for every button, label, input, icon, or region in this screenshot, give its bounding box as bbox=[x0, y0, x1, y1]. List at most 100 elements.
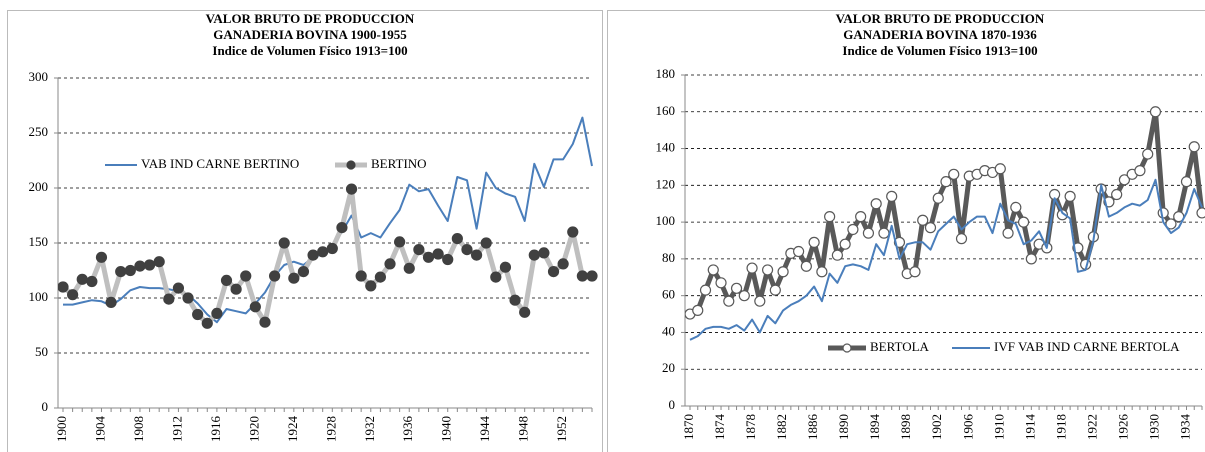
data-point bbox=[509, 294, 521, 306]
x-tick-label: 1930 bbox=[1146, 414, 1161, 440]
legend-marker bbox=[842, 343, 852, 353]
data-point bbox=[192, 308, 204, 321]
data-point bbox=[862, 227, 875, 239]
data-point bbox=[547, 266, 560, 278]
data-point bbox=[413, 244, 425, 256]
x-tick-label: 1898 bbox=[898, 414, 913, 440]
data-point bbox=[442, 253, 454, 266]
chart-title: Indice de Volumen Físico 1913=100 bbox=[212, 43, 407, 58]
data-point bbox=[855, 210, 867, 223]
x-tick-label: 1900 bbox=[54, 416, 69, 442]
x-tick-label: 1918 bbox=[1053, 414, 1068, 440]
data-point bbox=[240, 270, 252, 282]
data-point bbox=[403, 262, 415, 274]
x-tick-label: 1926 bbox=[1115, 414, 1130, 441]
y-tick-label: 50 bbox=[35, 344, 48, 359]
legend-label: VAB IND CARNE BERTINO bbox=[141, 156, 299, 171]
data-point bbox=[715, 277, 727, 289]
data-point bbox=[124, 264, 136, 277]
data-point bbox=[58, 281, 69, 293]
y-tick-label: 0 bbox=[669, 397, 676, 412]
data-point bbox=[754, 295, 766, 307]
data-point bbox=[777, 266, 789, 278]
data-point bbox=[800, 260, 812, 272]
data-point bbox=[940, 176, 952, 188]
data-point bbox=[86, 275, 98, 288]
data-point bbox=[1142, 148, 1154, 160]
data-point bbox=[692, 304, 704, 316]
x-tick-label: 1894 bbox=[867, 414, 882, 441]
chart-frame bbox=[607, 10, 1205, 452]
data-point bbox=[278, 237, 290, 249]
data-point bbox=[1056, 209, 1068, 221]
y-tick-label: 180 bbox=[656, 66, 676, 81]
y-tick-label: 140 bbox=[656, 140, 676, 155]
legend-label: BERTOLA bbox=[870, 339, 930, 354]
data-point bbox=[499, 261, 512, 273]
y-tick-label: 160 bbox=[656, 103, 676, 118]
data-point bbox=[528, 249, 540, 261]
x-tick-label: 1908 bbox=[131, 416, 146, 442]
series-line bbox=[688, 109, 1205, 317]
data-point bbox=[182, 292, 194, 304]
data-point bbox=[345, 183, 358, 195]
data-point bbox=[557, 258, 569, 270]
x-tick-label: 1882 bbox=[774, 414, 789, 440]
y-tick-label: 20 bbox=[662, 360, 675, 375]
data-point bbox=[1134, 165, 1146, 177]
data-point bbox=[134, 260, 146, 272]
y-tick-label: 40 bbox=[662, 323, 675, 338]
data-point bbox=[707, 264, 719, 276]
x-tick-label: 1878 bbox=[743, 414, 758, 440]
x-tick-label: 1904 bbox=[92, 416, 107, 443]
x-tick-label: 1912 bbox=[169, 416, 184, 442]
data-point bbox=[948, 168, 960, 180]
data-point bbox=[326, 242, 338, 255]
x-tick-label: 1906 bbox=[960, 414, 975, 441]
data-point bbox=[374, 271, 386, 283]
data-point bbox=[143, 259, 156, 271]
x-tick-label: 1910 bbox=[991, 414, 1006, 440]
data-point bbox=[249, 301, 261, 313]
legend-label: IVF VAB IND CARNE BERTOLA bbox=[994, 339, 1180, 354]
data-point bbox=[1002, 227, 1014, 239]
data-point bbox=[1157, 207, 1169, 219]
data-point bbox=[808, 236, 820, 248]
plot-area bbox=[58, 116, 598, 329]
data-point bbox=[909, 266, 921, 278]
x-tick-label: 1934 bbox=[1177, 414, 1192, 441]
data-point bbox=[95, 251, 108, 263]
data-point bbox=[769, 284, 781, 296]
data-point bbox=[1017, 216, 1030, 228]
data-point bbox=[422, 251, 435, 263]
x-tick-label: 1936 bbox=[400, 416, 415, 443]
data-point bbox=[870, 198, 882, 210]
data-point bbox=[519, 306, 531, 318]
x-tick-label: 1940 bbox=[439, 416, 454, 442]
data-point bbox=[699, 284, 712, 296]
x-tick-label: 1920 bbox=[246, 416, 261, 442]
chart-title: GANADERIA BOVINA 1900-1955 bbox=[213, 27, 407, 42]
data-point bbox=[1010, 201, 1022, 213]
data-point bbox=[567, 226, 579, 238]
x-tick-label: 1870 bbox=[681, 414, 696, 440]
data-point bbox=[105, 296, 117, 308]
y-tick-label: 200 bbox=[29, 179, 49, 194]
data-point bbox=[355, 270, 367, 282]
y-tick-label: 60 bbox=[662, 287, 675, 302]
data-point bbox=[924, 222, 937, 234]
data-point bbox=[163, 293, 175, 305]
data-point bbox=[538, 247, 550, 259]
x-tick-label: 1902 bbox=[929, 414, 944, 440]
data-point bbox=[76, 273, 88, 285]
y-tick-label: 150 bbox=[29, 234, 49, 249]
data-point bbox=[297, 266, 310, 278]
data-point bbox=[917, 214, 929, 226]
data-point bbox=[955, 233, 968, 245]
data-point bbox=[746, 262, 758, 274]
x-tick-label: 1932 bbox=[362, 416, 377, 442]
chart-frame bbox=[7, 10, 603, 452]
data-point bbox=[201, 317, 213, 329]
data-point bbox=[67, 289, 79, 301]
